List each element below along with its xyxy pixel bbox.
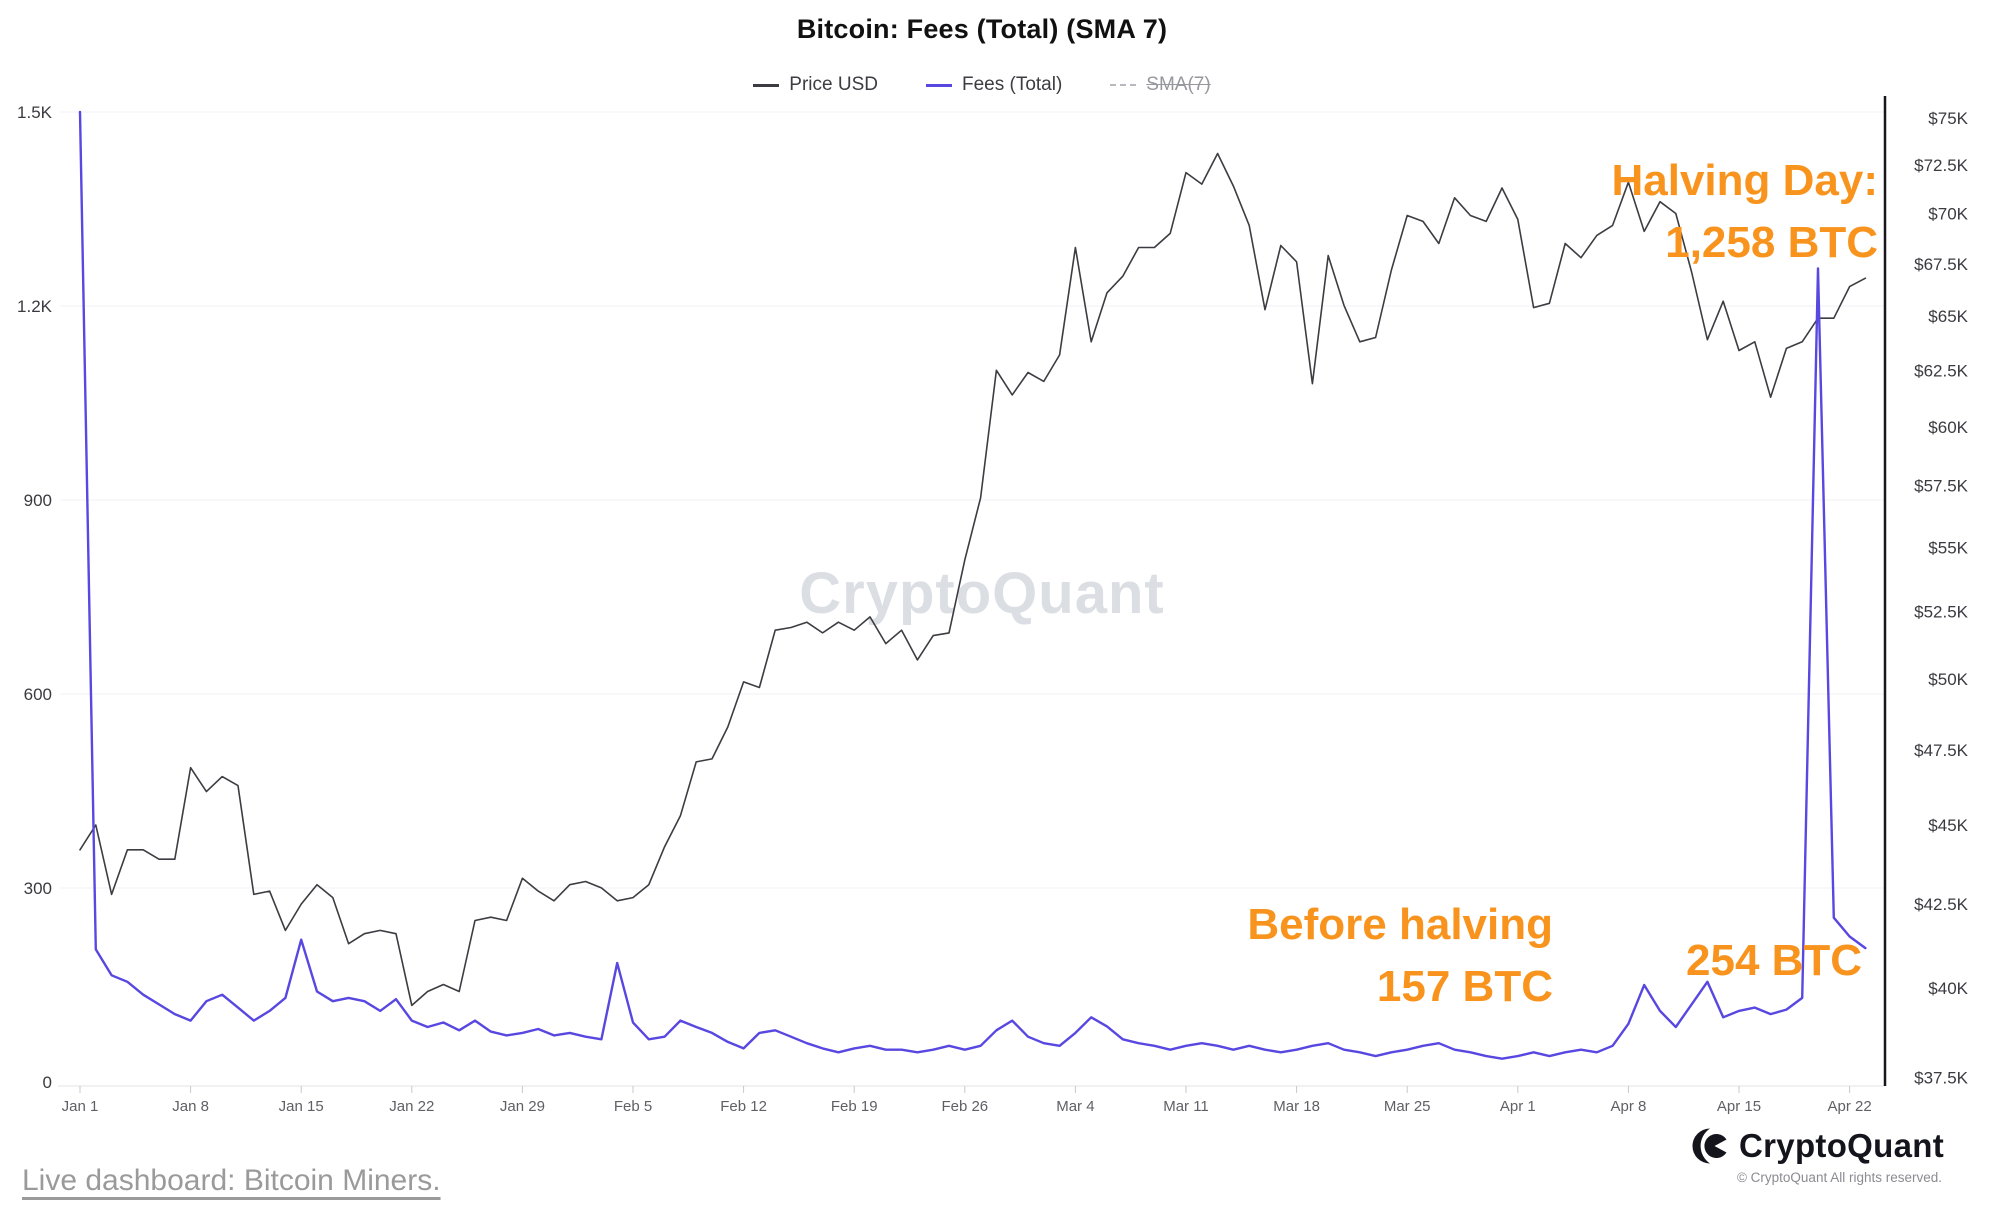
legend-item-price-usd[interactable]: Price USD	[753, 74, 878, 96]
x-tick-label: Feb 26	[941, 1098, 988, 1115]
x-tick-label: Jan 22	[389, 1098, 434, 1115]
left-axis-label: 600	[24, 685, 52, 704]
chart-title: Bitcoin: Fees (Total) (SMA 7)	[796, 14, 1168, 44]
left-axis-label: 1.5K	[17, 103, 53, 122]
legend-item-sma7[interactable]: SMA(7)	[1110, 74, 1211, 96]
right-axis-label: $72.5K	[1914, 156, 1969, 175]
legend-item-fees-total[interactable]: Fees (Total)	[925, 74, 1063, 96]
x-tick-label: Jan 1	[62, 1098, 99, 1115]
annotation-halving-day: Halving Day: 1,258 BTC	[1611, 150, 1878, 273]
left-axis-label: 900	[24, 491, 52, 510]
right-axis-label: $62.5K	[1914, 361, 1969, 380]
fees-total-line	[78, 110, 1867, 1060]
x-tick-label: Feb 5	[614, 1098, 652, 1115]
x-tick-label: Feb 19	[831, 1098, 878, 1115]
annotation-before-halving: Before halving 157 BTC	[1247, 894, 1553, 1017]
copyright-text: © CryptoQuant All rights reserved.	[1736, 1170, 1942, 1185]
cryptoquant-brand[interactable]: CryptoQuant © CryptoQuant All rights res…	[1689, 1126, 1944, 1185]
right-axis-label: $57.5K	[1914, 477, 1969, 496]
right-axis-label: $55K	[1928, 538, 1968, 557]
cryptoquant-logo-icon	[1692, 1128, 1727, 1164]
right-axis-label: $37.5K	[1914, 1068, 1969, 1087]
annotation-halving-line1: Halving Day:	[1611, 156, 1878, 205]
right-axis-label: $52.5K	[1914, 603, 1969, 622]
left-axis-label: 0	[43, 1073, 52, 1092]
x-tick-label: Mar 11	[1163, 1098, 1209, 1115]
x-tick-label: Apr 15	[1717, 1098, 1761, 1115]
right-axis-label: $45K	[1928, 816, 1968, 835]
x-tick-label: Mar 25	[1384, 1098, 1431, 1115]
legend-label-price-usd: Price USD	[789, 74, 878, 95]
x-tick-label: Jan 15	[279, 1098, 324, 1115]
x-tick-label: Jan 8	[172, 1098, 209, 1115]
right-axis-label: $40K	[1928, 979, 1968, 998]
x-tick-label: Feb 12	[720, 1098, 767, 1115]
legend-label-fees-total: Fees (Total)	[961, 74, 1063, 95]
x-tick-label: Jan 29	[500, 1098, 545, 1115]
right-axis-label: $47.5K	[1914, 741, 1969, 760]
sma7-line-swatch-icon	[1110, 84, 1137, 86]
right-axis-label: $50K	[1928, 670, 1968, 689]
price-usd-line-swatch-icon	[753, 83, 780, 87]
fees-total-line-swatch-icon	[925, 83, 952, 87]
legend-label-sma7: SMA(7)	[1146, 74, 1211, 95]
right-axis-label: $42.5K	[1914, 895, 1969, 914]
right-axis-label: $75K	[1928, 109, 1968, 128]
annotation-before-line2: 157 BTC	[1376, 961, 1553, 1011]
x-tick-label: Mar 4	[1056, 1098, 1094, 1115]
x-tick-label: Apr 22	[1827, 1098, 1871, 1115]
price-usd-line	[79, 152, 1867, 1007]
left-axis-label: 300	[24, 879, 52, 898]
left-axis-label: 1.2K	[17, 297, 53, 316]
annotation-after-halving: 254 BTC	[1686, 936, 1863, 985]
annotation-before-line1: Before halving	[1247, 900, 1553, 949]
x-tick-label: Apr 8	[1610, 1098, 1646, 1115]
right-axis-label: $65K	[1928, 307, 1968, 326]
right-axis-label: $67.5K	[1914, 255, 1969, 274]
live-dashboard-link[interactable]: Live dashboard: Bitcoin Miners.	[22, 1164, 441, 1197]
brand-name: CryptoQuant	[1739, 1127, 1944, 1164]
right-axis-label: $70K	[1928, 204, 1968, 223]
x-tick-label: Apr 1	[1500, 1098, 1536, 1115]
x-tick-label: Mar 18	[1273, 1098, 1320, 1115]
annotation-halving-line2: 1,258 BTC	[1665, 217, 1878, 267]
right-axis-label: $60K	[1928, 418, 1968, 437]
chart-legend: Price USD Fees (Total) SMA(7)	[0, 74, 1964, 96]
